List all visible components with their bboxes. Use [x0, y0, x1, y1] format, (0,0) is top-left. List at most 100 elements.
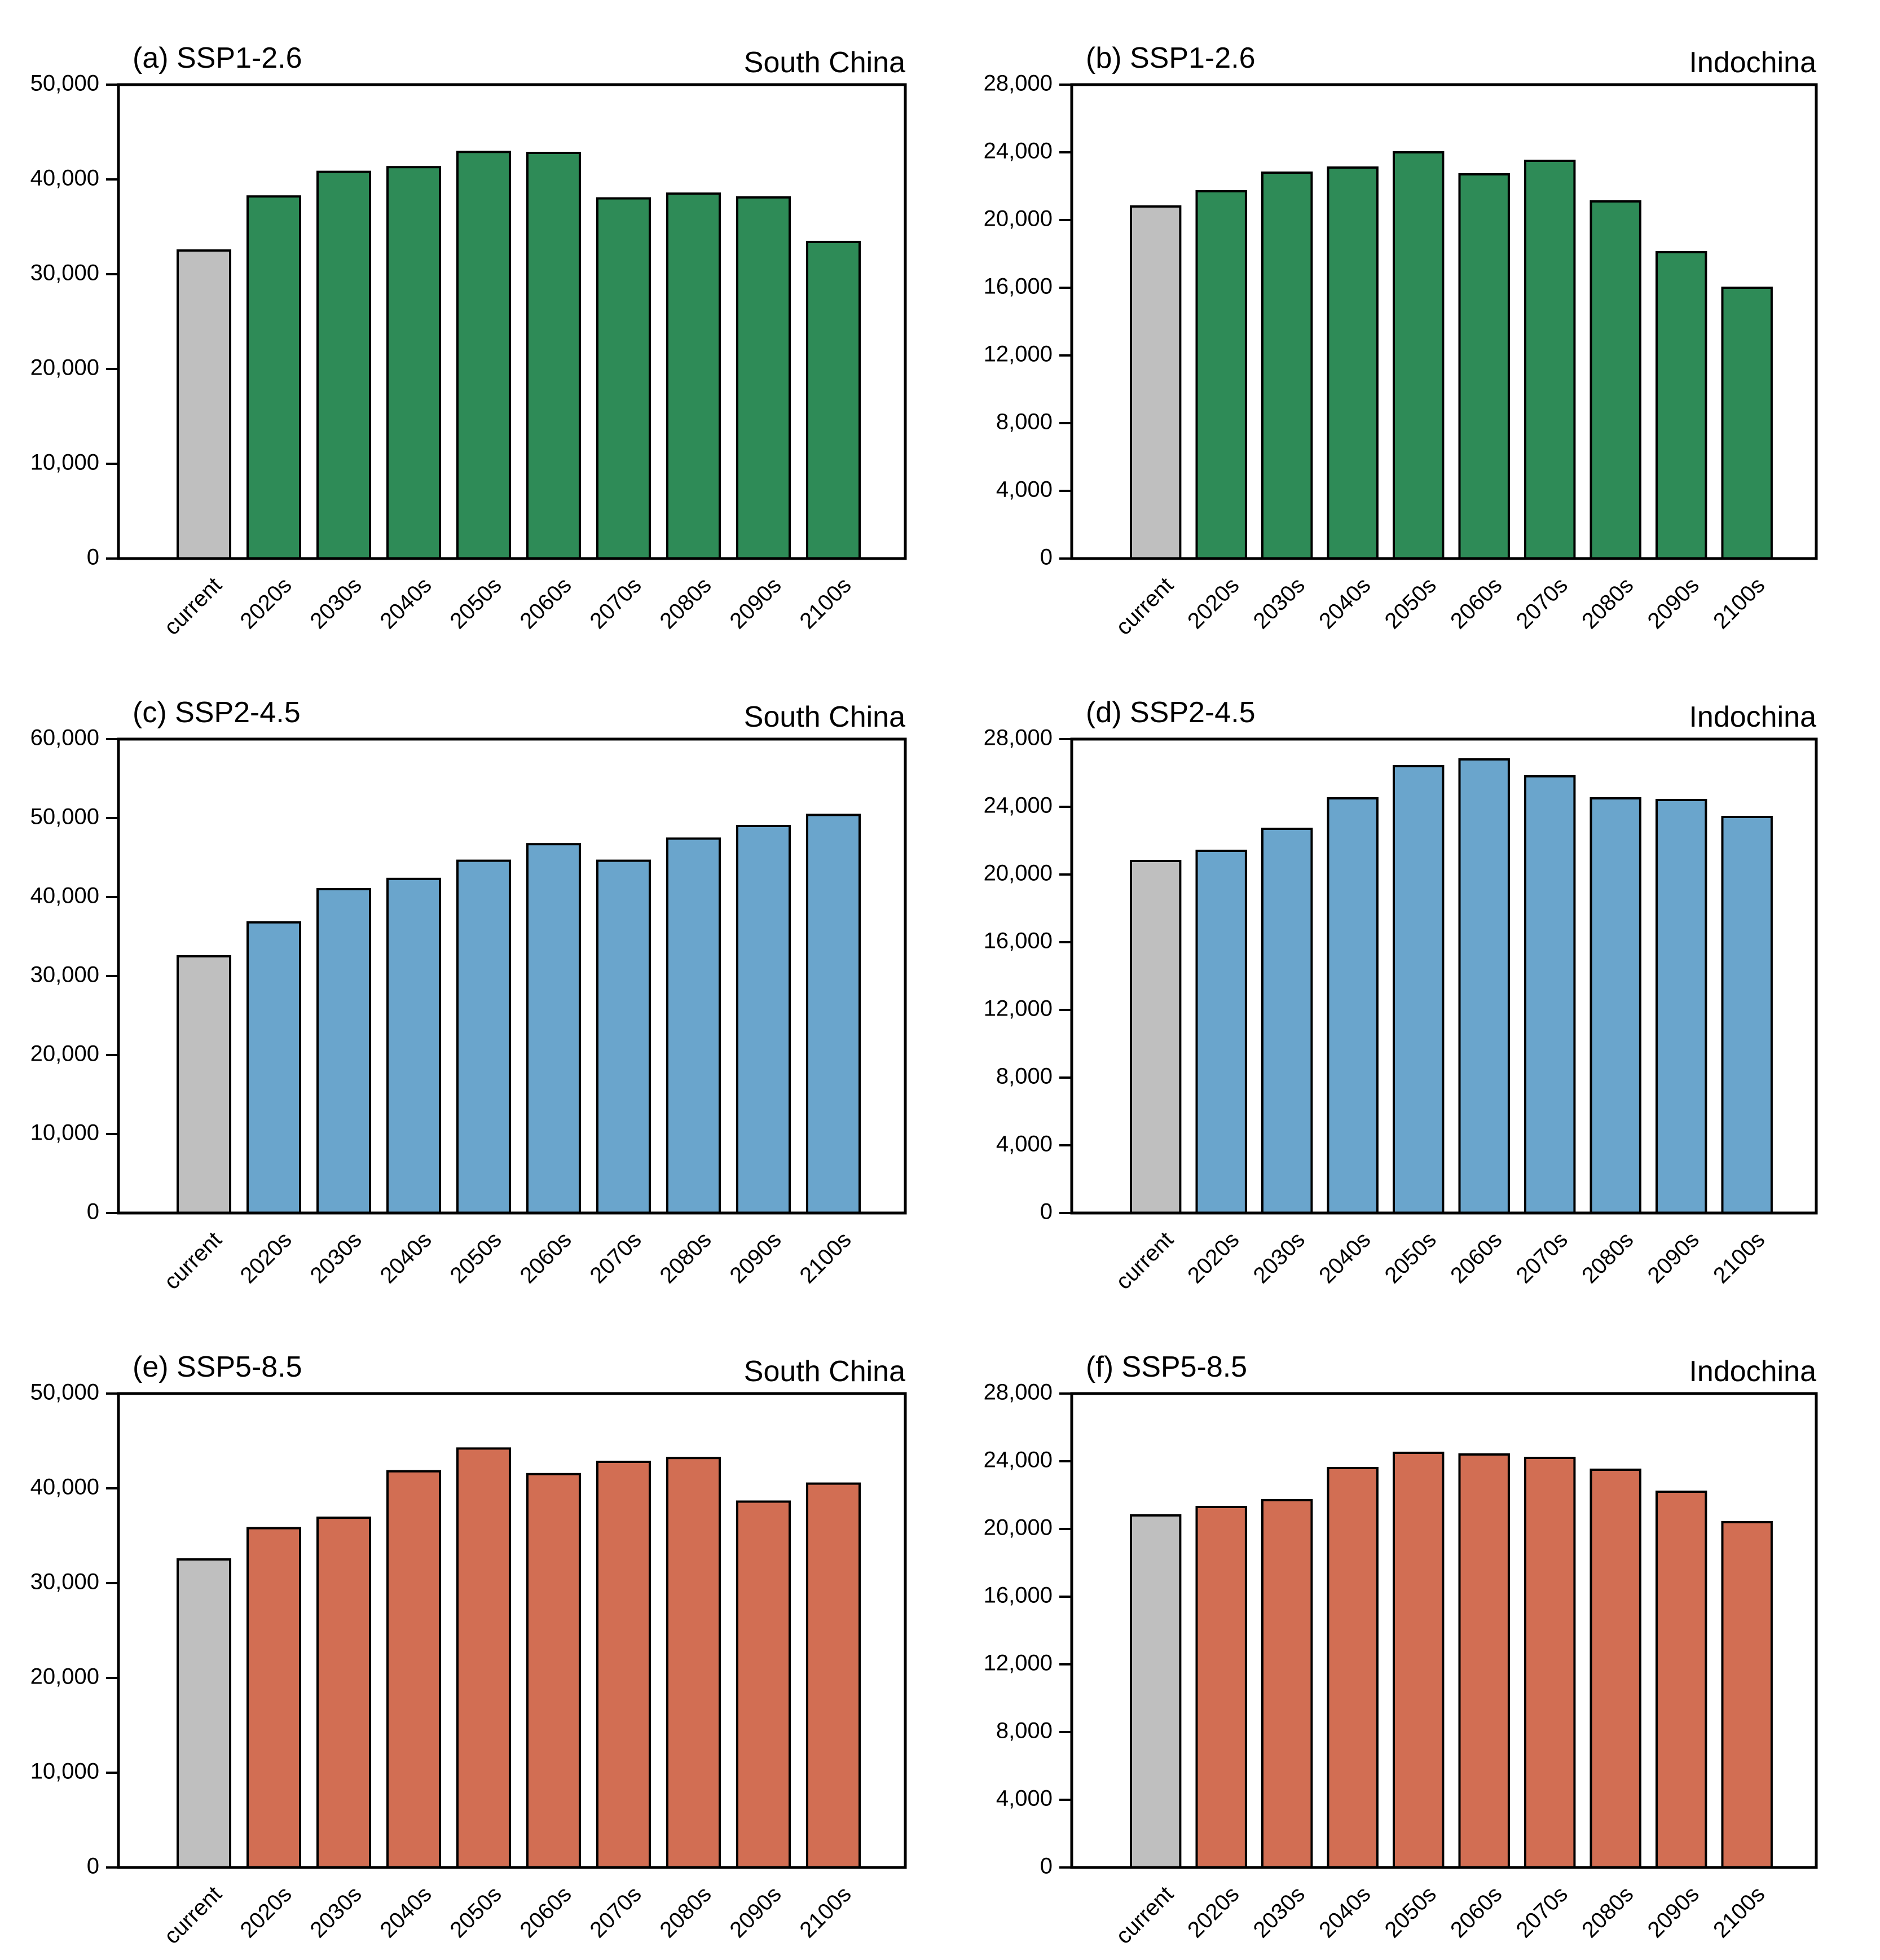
x-tick-label: current — [1111, 1882, 1178, 1949]
x-tick-label: 2070s — [585, 1882, 646, 1943]
y-tick-label: 10,000 — [30, 450, 99, 475]
bar-2020s — [246, 195, 301, 560]
bar-2100s — [806, 814, 861, 1214]
bar-2090s — [736, 1500, 791, 1869]
x-tick-label: 2040s — [1314, 573, 1375, 634]
bar-2080s — [1590, 1469, 1641, 1869]
bar-2100s — [806, 240, 861, 560]
x-tick-label: 2080s — [1577, 1882, 1638, 1943]
bar-2020s — [1195, 1506, 1247, 1869]
plot-frame — [1070, 737, 1818, 1215]
y-tick-label: 20,000 — [30, 1041, 99, 1066]
x-tick-label: 2040s — [1314, 1227, 1375, 1288]
bar-2030s — [316, 170, 371, 560]
bar-2060s — [526, 1473, 581, 1869]
bar-2040s — [1327, 1467, 1379, 1869]
chart-panel-c: current 2020s 2030s 2040s 2050s 2060s 2070s 208… — [30, 696, 907, 1294]
plot-frame — [117, 737, 907, 1215]
bar-2050s — [456, 859, 511, 1214]
y-tick-label: 8,000 — [996, 1719, 1053, 1743]
bar-2060s — [1458, 173, 1510, 560]
y-tick-label: 50,000 — [30, 71, 99, 96]
y-tick-label: 24,000 — [984, 139, 1053, 164]
y-tick-label: 20,000 — [30, 1664, 99, 1689]
plot-frame — [117, 83, 907, 560]
x-tick-label: 2080s — [655, 1882, 716, 1943]
x-tick-label: 2020s — [1183, 1227, 1244, 1288]
y-tick-label: 8,000 — [996, 1064, 1053, 1089]
bar-2050s — [1393, 1452, 1445, 1869]
x-tick-label: 2030s — [1249, 1882, 1310, 1943]
x-tick-label: 2070s — [585, 1227, 646, 1288]
x-tick-label: 2020s — [235, 1227, 296, 1288]
bar-2090s — [1656, 251, 1707, 560]
bar-2060s — [526, 152, 581, 560]
y-tick-label: 0 — [87, 1199, 99, 1224]
x-tick-label: 2050s — [1380, 1882, 1441, 1943]
bar-current — [177, 249, 231, 560]
y-tick-label: 30,000 — [30, 261, 99, 285]
y-tick-label: 28,000 — [984, 726, 1053, 750]
x-tick-label: 2100s — [795, 1227, 856, 1288]
bar-2070s — [596, 1461, 651, 1869]
bar-2080s — [666, 837, 721, 1214]
bar-2030s — [316, 1517, 371, 1869]
chart-panel-f: current 2020s 2030s 2040s 2050s 2060s 2070s 208… — [984, 1351, 1818, 1949]
bar-2050s — [456, 151, 511, 560]
bar-2040s — [1327, 797, 1379, 1214]
bar-2060s — [526, 843, 581, 1214]
panel-title: (d) SSP2-4.5 — [1086, 696, 1256, 729]
y-tick-label: 24,000 — [984, 793, 1053, 818]
x-tick-label: 2060s — [1446, 1882, 1507, 1943]
y-tick-label: 40,000 — [30, 1475, 99, 1500]
x-tick-label: 2100s — [1709, 1227, 1769, 1288]
panel-title: (a) SSP1-2.6 — [133, 42, 302, 74]
y-tick-label: 12,000 — [984, 1651, 1053, 1676]
region-label: Indochina — [1689, 46, 1816, 79]
chart-panel-b: current 2020s 2030s 2040s 2050s 2060s 2070s 208… — [984, 42, 1818, 640]
bar-2100s — [806, 1482, 861, 1869]
x-tick-label: 2050s — [1380, 573, 1441, 634]
bar-2020s — [246, 1527, 301, 1869]
bar-2090s — [1656, 799, 1707, 1214]
y-tick-label: 28,000 — [984, 1380, 1053, 1405]
bar-2020s — [1195, 850, 1247, 1214]
panel-title: (f) SSP5-8.5 — [1086, 1351, 1247, 1383]
x-tick-label: 2090s — [1643, 1882, 1704, 1943]
x-tick-label: 2060s — [515, 573, 576, 634]
bar-2100s — [1721, 816, 1773, 1214]
x-tick-label: 2040s — [375, 573, 436, 634]
x-tick-label: 2080s — [1577, 573, 1638, 634]
bar-2040s — [386, 877, 441, 1215]
x-tick-label: 2050s — [1380, 1227, 1441, 1288]
x-tick-label: 2090s — [725, 573, 786, 634]
bar-2030s — [316, 888, 371, 1214]
region-label: South China — [744, 701, 905, 733]
x-tick-label: 2020s — [1183, 1882, 1244, 1943]
bar-2090s — [1656, 1491, 1707, 1869]
x-tick-label: current — [160, 573, 227, 640]
bar-2070s — [596, 859, 651, 1214]
y-tick-label: 4,000 — [996, 1786, 1053, 1811]
y-tick-label: 16,000 — [984, 274, 1053, 299]
x-tick-label: 2080s — [1577, 1227, 1638, 1288]
bar-2040s — [386, 1470, 441, 1869]
x-tick-label: 2040s — [375, 1882, 436, 1943]
y-tick-label: 50,000 — [30, 805, 99, 829]
bar-2040s — [1327, 166, 1379, 560]
x-tick-label: 2070s — [585, 573, 646, 634]
y-tick-label: 40,000 — [30, 884, 99, 908]
chart-panel-d: current 2020s 2030s 2040s 2050s 2060s 2070s 208… — [984, 696, 1818, 1294]
bar-2070s — [596, 197, 651, 560]
region-label: South China — [744, 1355, 905, 1388]
bar-2070s — [1524, 1457, 1576, 1869]
bar-2080s — [1590, 797, 1641, 1214]
x-tick-label: 2040s — [1314, 1882, 1375, 1943]
y-tick-label: 28,000 — [984, 71, 1053, 96]
y-tick-label: 4,000 — [996, 1132, 1053, 1157]
y-tick-label: 0 — [87, 1854, 99, 1879]
y-tick-label: 50,000 — [30, 1380, 99, 1405]
bar-2100s — [1721, 1521, 1773, 1869]
x-tick-label: current — [160, 1882, 227, 1949]
